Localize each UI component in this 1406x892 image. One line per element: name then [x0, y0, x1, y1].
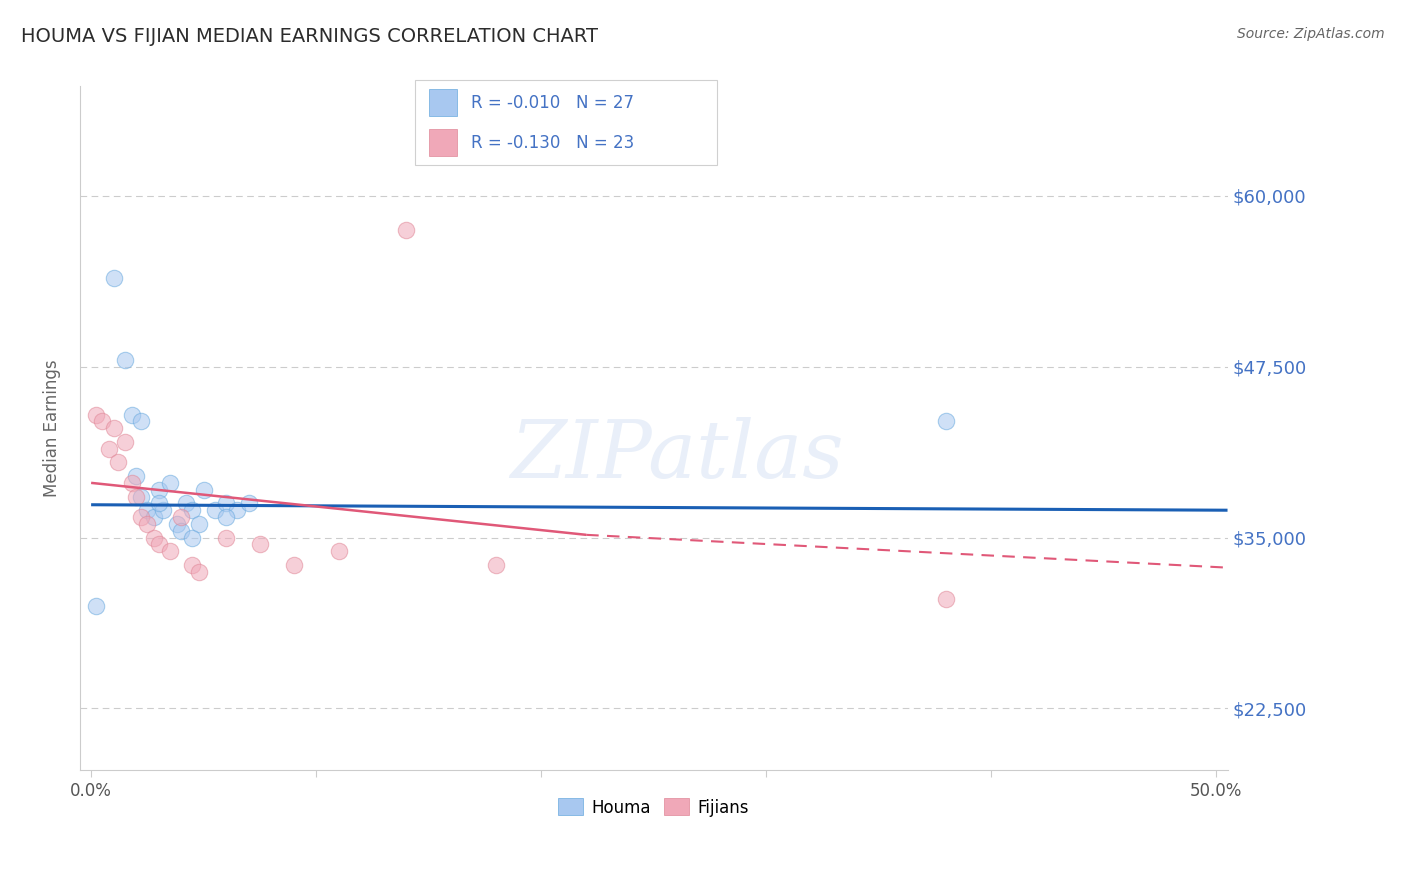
Point [215, 531, 238, 545]
Point [193, 483, 215, 497]
Point [188, 516, 211, 531]
Point [148, 483, 170, 497]
Point [136, 516, 159, 531]
Point [181, 531, 204, 545]
Point [226, 503, 249, 517]
Point [98, 442, 121, 456]
Point [125, 490, 148, 504]
Point [84, 408, 107, 422]
Point [148, 496, 170, 510]
Point [129, 510, 152, 524]
Y-axis label: Median Earnings: Median Earnings [44, 359, 60, 497]
Point [935, 414, 957, 428]
Point [170, 524, 193, 538]
Point [121, 408, 143, 422]
Point [249, 537, 271, 551]
Point [395, 223, 418, 237]
Point [103, 270, 125, 285]
Point [159, 475, 181, 490]
Point [114, 434, 136, 449]
Point [215, 510, 238, 524]
Point [181, 503, 204, 517]
Point [181, 558, 204, 572]
Point [215, 496, 238, 510]
Point [159, 544, 181, 558]
Text: R = -0.010   N = 27: R = -0.010 N = 27 [471, 94, 634, 112]
Point [84, 599, 107, 613]
Point [103, 421, 125, 435]
Point [143, 510, 166, 524]
Point [148, 537, 170, 551]
Point [114, 352, 136, 367]
Point [129, 414, 152, 428]
Point [121, 475, 143, 490]
Point [188, 565, 211, 579]
Point [485, 558, 508, 572]
Point [170, 510, 193, 524]
Point [143, 531, 166, 545]
Point [328, 544, 350, 558]
Text: R = -0.130   N = 23: R = -0.130 N = 23 [471, 134, 634, 152]
Point [125, 469, 148, 483]
Point [166, 516, 188, 531]
Legend: Houma, Fijians: Houma, Fijians [551, 792, 756, 823]
Point [129, 490, 152, 504]
Point [91, 414, 114, 428]
Point [152, 503, 174, 517]
Text: ZIPatlas: ZIPatlas [510, 417, 844, 494]
Point [107, 455, 129, 469]
Point [136, 503, 159, 517]
Point [238, 496, 260, 510]
Point [204, 503, 226, 517]
Point [283, 558, 305, 572]
Text: HOUMA VS FIJIAN MEDIAN EARNINGS CORRELATION CHART: HOUMA VS FIJIAN MEDIAN EARNINGS CORRELAT… [21, 27, 598, 45]
Text: Source: ZipAtlas.com: Source: ZipAtlas.com [1237, 27, 1385, 41]
Point [283, 777, 305, 791]
Point [174, 496, 197, 510]
Point [935, 592, 957, 607]
